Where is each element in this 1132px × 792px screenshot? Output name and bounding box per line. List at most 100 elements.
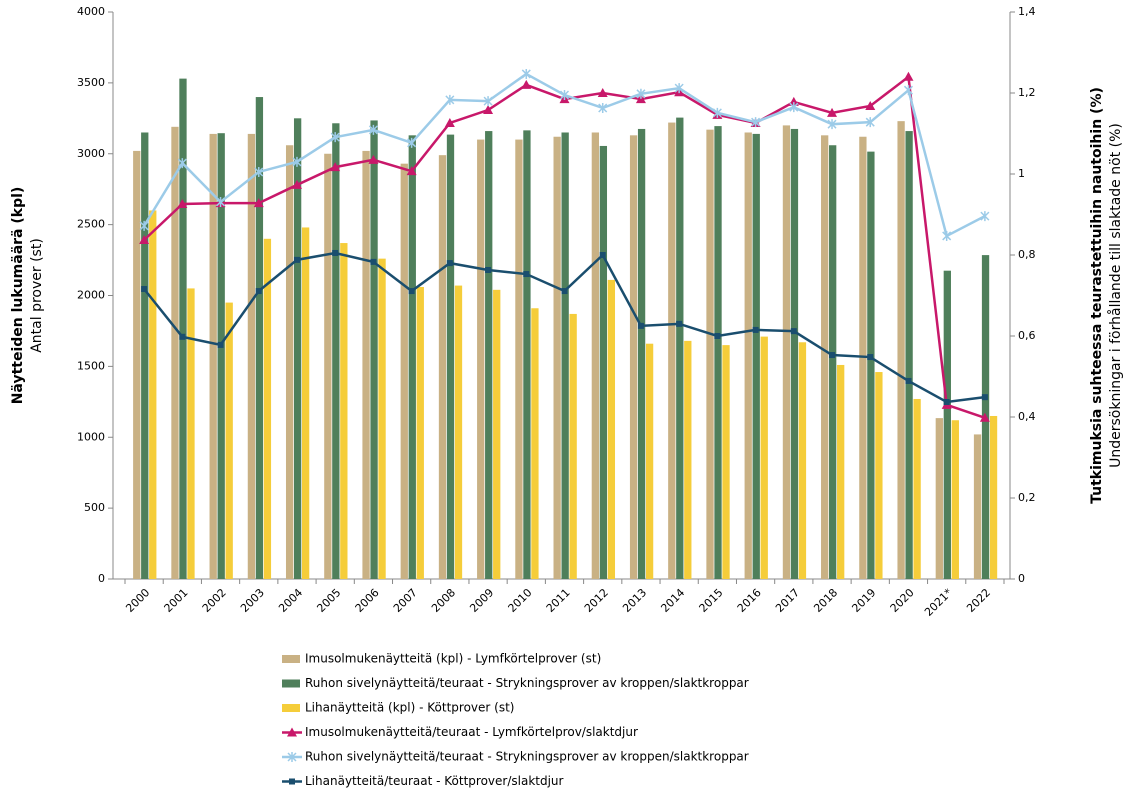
marker [790,328,797,335]
legend-label: Ruhon sivelynäytteitä/teuraat - Stryknin… [305,676,749,690]
y-tick-label: 4000 [77,5,105,18]
marker [597,88,608,97]
x-tick-label: 2013 [620,586,649,615]
y2-tick-label: 0,2 [1018,491,1036,504]
marker [979,412,990,422]
x-tick-label: 2016 [735,586,764,615]
bar [340,243,348,580]
bar [722,345,730,579]
bar [378,258,386,579]
legend-label: Lihanäytteitä/teuraat - Köttprover/slakt… [305,774,564,788]
x-tick-label: 2018 [811,586,840,615]
bar [798,342,807,579]
x-tick-label: 2004 [276,586,305,615]
x-tick-label: 2010 [506,586,535,615]
marker [179,333,186,340]
y-tick-label: 1000 [77,430,105,443]
x-tick-label: 2019 [849,586,878,615]
bar [255,97,264,580]
bar [951,420,959,579]
bar [875,372,883,579]
bar [485,131,493,579]
marker [368,154,379,164]
y2-tick-label: 0,8 [1018,248,1036,261]
bar [293,118,302,579]
bar [149,210,157,579]
bar [179,78,187,579]
x-tick-label: 2011 [544,586,573,615]
marker [521,68,531,79]
bar [438,155,447,580]
marker [903,85,913,96]
y-tick-label: 2500 [77,218,105,231]
bar [905,131,913,579]
marker [291,179,302,189]
marker [254,166,264,177]
bar [553,136,561,580]
x-tick-label: 2007 [391,586,420,615]
marker [827,107,838,117]
y-tick-label: 3500 [77,76,105,89]
marker [483,96,493,107]
x-tick-label: 2005 [314,586,343,615]
marker [408,288,415,295]
x-tick-label: 2017 [773,586,802,615]
marker [637,322,644,329]
y-tick-label: 0 [98,572,105,585]
bar [285,145,294,579]
marker [751,117,761,128]
y-tick-label: 1500 [77,359,105,372]
bar [324,153,332,579]
marker [483,105,494,115]
bar [821,135,829,579]
bar [400,163,408,580]
y2-tick-label: 1,4 [1018,5,1036,18]
marker [942,230,952,241]
marker [523,271,530,278]
marker [943,399,950,406]
legend-label: Lihanäytteitä (kpl) - Köttprover (st) [305,701,514,715]
bar [561,132,569,580]
bar [629,135,638,579]
x-tick-label: 2001 [162,586,191,615]
bar [867,151,875,579]
bar [187,288,195,579]
bar [637,128,646,579]
bar [591,132,600,580]
bar [599,145,608,580]
bar [829,145,837,579]
marker [287,727,297,737]
bar [714,126,722,579]
marker [714,333,721,339]
marker [676,320,683,327]
bar [454,285,463,579]
x-tick-label: 2021* [922,586,955,619]
y-tick-label: 2000 [77,289,105,302]
marker [293,256,300,263]
bar [706,129,714,579]
bar [973,434,982,579]
marker [330,162,341,172]
bar [133,150,141,580]
bar [362,150,370,580]
marker [521,79,532,89]
marker [865,117,875,128]
marker [789,102,799,113]
marker [289,778,295,785]
x-tick-label: 2003 [238,586,267,615]
bar [141,132,149,580]
marker [330,132,340,143]
marker [177,158,187,169]
marker [674,83,684,94]
y-axis-subtitle: Antal prover (st) [29,238,45,353]
marker [253,198,264,208]
bar [935,418,943,579]
bar [744,132,752,580]
bar [989,415,998,579]
marker [829,352,836,359]
marker [445,94,455,105]
marker [446,260,453,267]
marker [177,198,188,208]
legend-label: Imusolmukenäytteitä/teuraat - Lymfkörtel… [305,725,638,739]
